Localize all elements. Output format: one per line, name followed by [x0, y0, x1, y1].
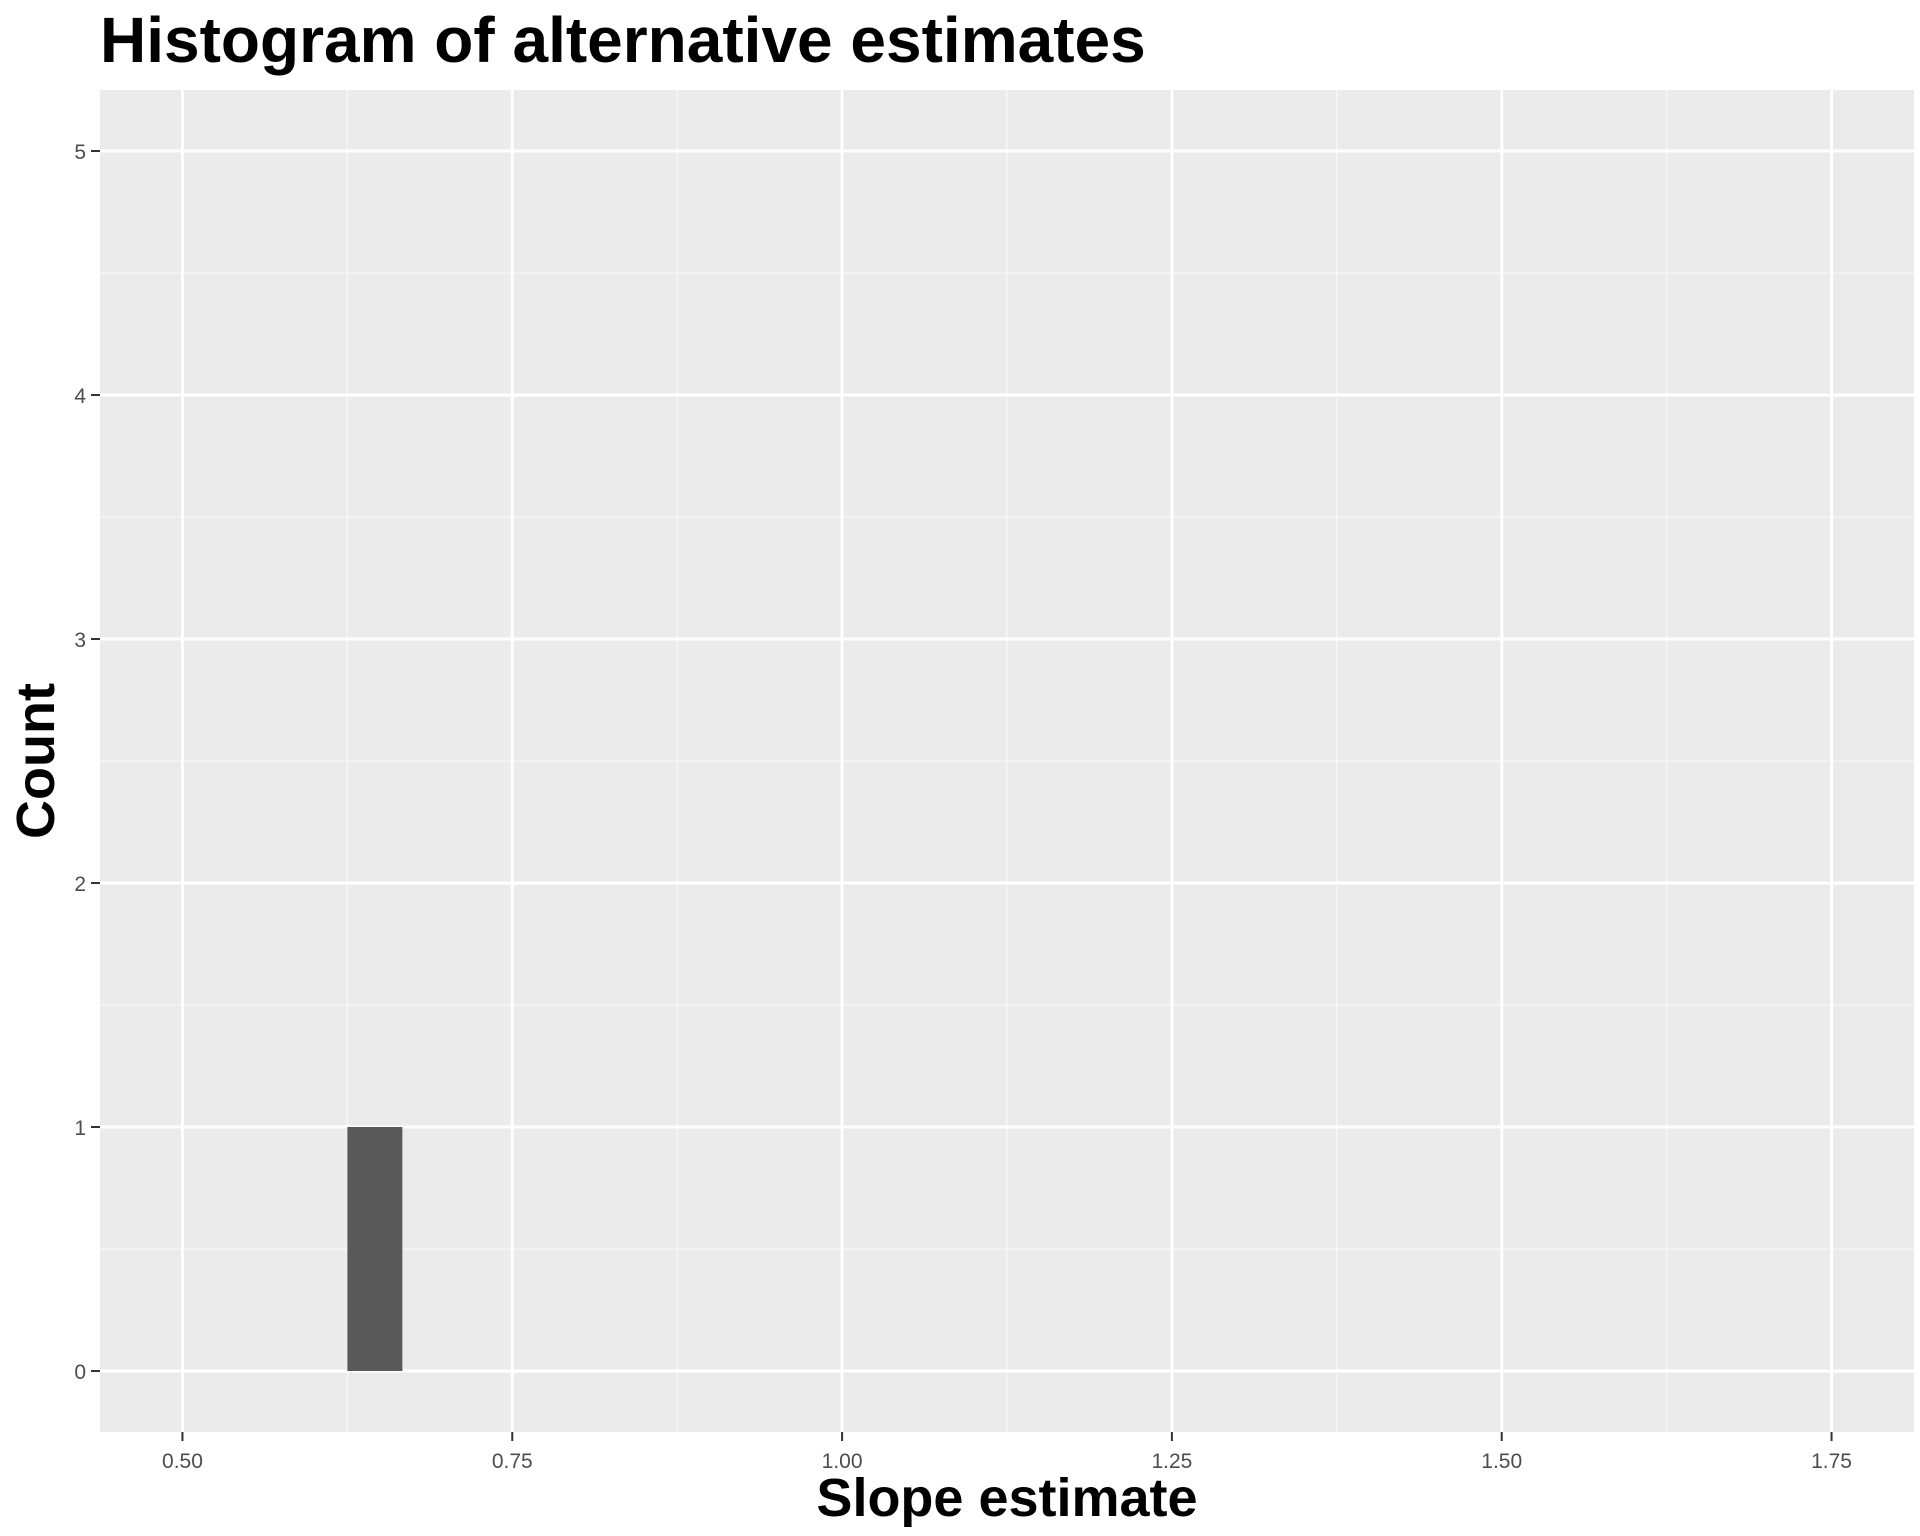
chart-title: Histogram of alternative estimates — [100, 4, 1146, 76]
x-tick-label: 1.00 — [822, 1450, 863, 1473]
x-tick-label: 1.50 — [1481, 1450, 1522, 1473]
y-tick-label: 2 — [74, 873, 86, 896]
y-tick-label: 4 — [74, 385, 86, 408]
y-tick-label: 0 — [74, 1361, 86, 1384]
x-axis: 0.50 0.75 1.00 1.25 1.50 1.75 — [162, 1432, 1852, 1473]
y-tick-label: 5 — [74, 141, 86, 164]
minor-gridlines — [100, 90, 1914, 1432]
y-tick-label: 3 — [74, 629, 86, 652]
x-axis-title: Slope estimate — [816, 1468, 1197, 1528]
histogram-bar — [347, 1127, 403, 1371]
y-tick-label: 1 — [74, 1117, 86, 1140]
x-tick-label: 1.25 — [1151, 1450, 1192, 1473]
x-tick-label: 1.75 — [1811, 1450, 1852, 1473]
x-tick-label: 0.50 — [162, 1450, 203, 1473]
y-axis-title: Count — [6, 683, 66, 839]
y-axis: 0 1 2 3 4 5 — [74, 141, 100, 1384]
histogram-bars — [347, 1127, 403, 1371]
x-tick-label: 0.75 — [492, 1450, 533, 1473]
